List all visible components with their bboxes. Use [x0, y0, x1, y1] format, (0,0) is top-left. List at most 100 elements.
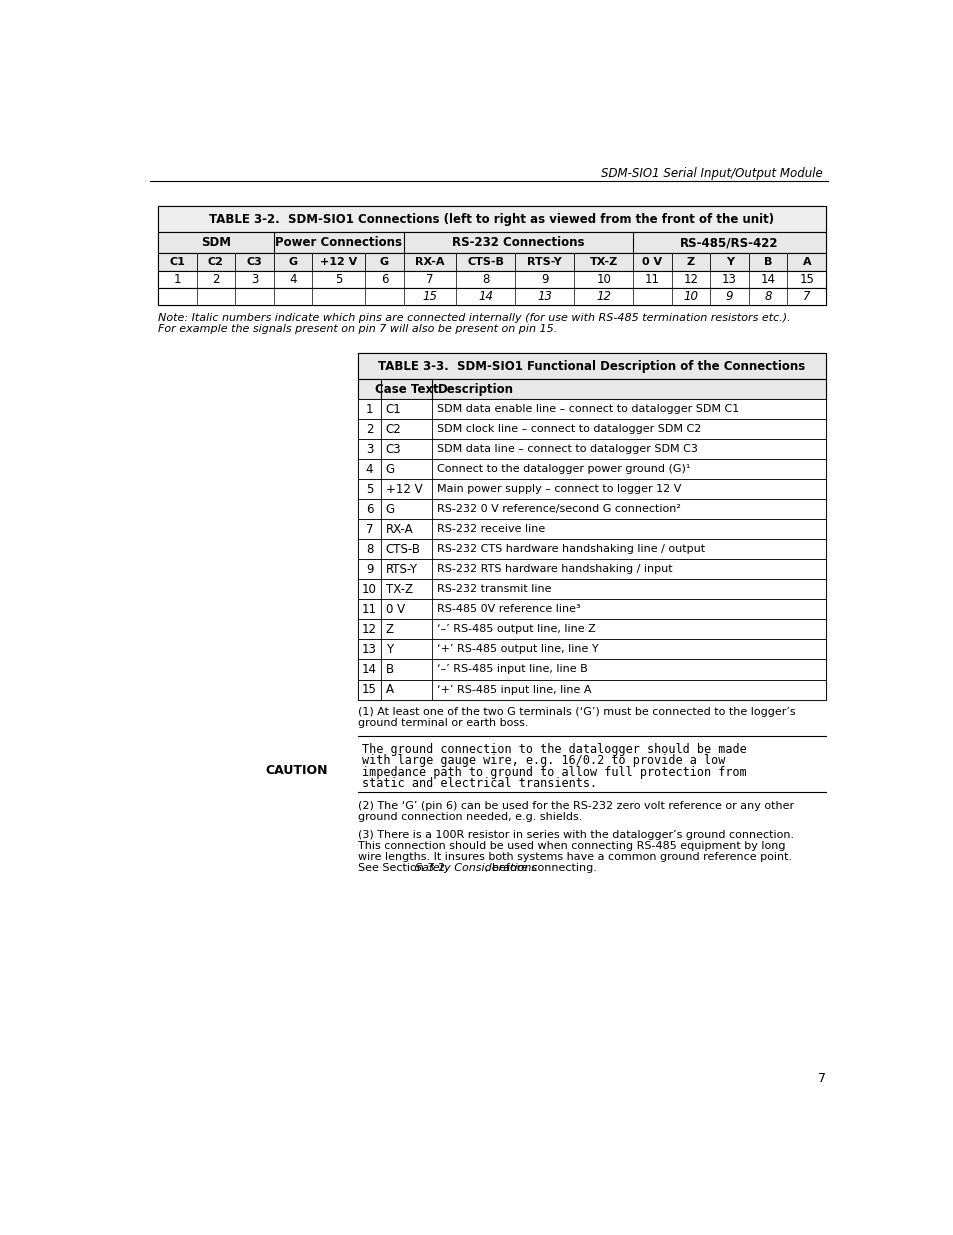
Text: Y: Y [725, 257, 733, 267]
Text: 12: 12 [362, 622, 376, 636]
Bar [357, 419, 825, 440]
Text: 4: 4 [289, 273, 296, 287]
Text: Z: Z [686, 257, 695, 267]
Bar [357, 599, 825, 620]
Bar [357, 459, 825, 479]
Text: RS-232 Connections: RS-232 Connections [452, 236, 584, 249]
Text: Description: Description [437, 383, 514, 395]
Text: 9: 9 [725, 290, 733, 304]
Bar [158, 206, 825, 305]
Text: Note: Italic numbers indicate which pins are connected internally (for use with : Note: Italic numbers indicate which pins… [158, 312, 790, 324]
Text: C1: C1 [385, 403, 401, 416]
Text: C3: C3 [385, 443, 401, 456]
Text: +12 V: +12 V [385, 483, 422, 495]
Text: , before connecting.: , before connecting. [484, 863, 596, 873]
Bar [357, 559, 825, 579]
Text: 14: 14 [760, 273, 775, 287]
Text: 3: 3 [251, 273, 258, 287]
Text: 9: 9 [365, 563, 373, 576]
Bar [357, 640, 825, 659]
Bar [357, 379, 825, 399]
Text: 2: 2 [365, 422, 373, 436]
Text: 14: 14 [478, 290, 493, 304]
Text: (2) The ‘G’ (pin 6) can be used for the RS-232 zero volt reference or any other: (2) The ‘G’ (pin 6) can be used for the … [357, 802, 793, 811]
Text: A: A [385, 683, 394, 697]
Text: 5: 5 [366, 483, 373, 495]
Text: See Section 3.2,: See Section 3.2, [357, 863, 452, 873]
Text: 7: 7 [802, 290, 810, 304]
Text: 15: 15 [362, 683, 376, 697]
Text: 8: 8 [763, 290, 771, 304]
Bar [357, 399, 825, 419]
Bar [357, 479, 825, 499]
Text: Safety Considerations: Safety Considerations [415, 863, 537, 873]
Text: static and electrical transients.: static and electrical transients. [361, 777, 597, 790]
Text: 7: 7 [426, 273, 434, 287]
Text: RTS-Y: RTS-Y [527, 257, 561, 267]
Text: RS-232 receive line: RS-232 receive line [436, 525, 545, 535]
Text: CTS-B: CTS-B [467, 257, 504, 267]
Text: 1: 1 [173, 273, 181, 287]
Text: 9: 9 [540, 273, 548, 287]
Text: ground connection needed, e.g. shields.: ground connection needed, e.g. shields. [357, 811, 581, 823]
Text: TABLE 3-3.  SDM-SIO1 Functional Description of the Connections: TABLE 3-3. SDM-SIO1 Functional Descripti… [378, 359, 804, 373]
Text: RTS-Y: RTS-Y [385, 563, 417, 576]
Text: 8: 8 [481, 273, 489, 287]
Text: RS-232 transmit line: RS-232 transmit line [436, 584, 551, 594]
Text: ‘+’ RS-485 input line, line A: ‘+’ RS-485 input line, line A [436, 684, 591, 694]
Text: SDM: SDM [201, 236, 231, 249]
Text: 13: 13 [537, 290, 552, 304]
Text: G: G [379, 257, 389, 267]
Text: C1: C1 [170, 257, 185, 267]
Text: RS-485/RS-422: RS-485/RS-422 [679, 236, 778, 249]
Text: SDM clock line – connect to datalogger SDM C2: SDM clock line – connect to datalogger S… [436, 425, 700, 435]
Text: ground terminal or earth boss.: ground terminal or earth boss. [357, 718, 528, 727]
Text: with large gauge wire, e.g. 16/0.2 to provide a low: with large gauge wire, e.g. 16/0.2 to pr… [361, 755, 724, 767]
Text: SDM data enable line – connect to datalogger SDM C1: SDM data enable line – connect to datalo… [436, 404, 739, 414]
Text: G: G [385, 463, 395, 475]
Text: ‘+’ RS-485 output line, line Y: ‘+’ RS-485 output line, line Y [436, 645, 598, 655]
Bar [357, 353, 825, 379]
Text: 10: 10 [362, 583, 376, 597]
Text: 8: 8 [366, 543, 373, 556]
Text: C2: C2 [208, 257, 224, 267]
Text: CTS-B: CTS-B [385, 543, 420, 556]
Text: 15: 15 [799, 273, 813, 287]
Bar [158, 272, 825, 288]
Text: RX-A: RX-A [385, 522, 413, 536]
Text: Y: Y [385, 643, 393, 656]
Bar [357, 659, 825, 679]
Text: RS-232 RTS hardware handshaking / input: RS-232 RTS hardware handshaking / input [436, 564, 672, 574]
Text: 10: 10 [682, 290, 698, 304]
Text: ‘–’ RS-485 input line, line B: ‘–’ RS-485 input line, line B [436, 664, 587, 674]
Text: 5: 5 [335, 273, 342, 287]
Text: SDM-SIO1 Serial Input/Output Module: SDM-SIO1 Serial Input/Output Module [600, 168, 822, 180]
Text: Connect to the datalogger power ground (G)¹: Connect to the datalogger power ground (… [436, 464, 690, 474]
Text: 11: 11 [644, 273, 659, 287]
Text: The ground connection to the datalogger should be made: The ground connection to the datalogger … [361, 742, 746, 756]
Bar [357, 520, 825, 540]
Text: impedance path to ground to allow full protection from: impedance path to ground to allow full p… [361, 766, 746, 779]
Bar [357, 353, 825, 699]
Text: CAUTION: CAUTION [265, 764, 327, 777]
Text: 13: 13 [721, 273, 737, 287]
Text: 14: 14 [362, 663, 376, 676]
Text: RX-A: RX-A [415, 257, 444, 267]
Text: 2: 2 [212, 273, 219, 287]
Text: 15: 15 [422, 290, 437, 304]
Text: TX-Z: TX-Z [385, 583, 413, 597]
Text: 13: 13 [362, 643, 376, 656]
Text: (3) There is a 100R resistor in series with the datalogger’s ground connection.: (3) There is a 100R resistor in series w… [357, 830, 793, 841]
Text: 7: 7 [365, 522, 373, 536]
Text: 11: 11 [362, 603, 376, 616]
Text: wire lengths. It insures both systems have a common ground reference point.: wire lengths. It insures both systems ha… [357, 852, 791, 862]
Text: RS-485 0V reference line³: RS-485 0V reference line³ [436, 604, 580, 615]
Text: Z: Z [385, 622, 394, 636]
Text: Power Connections: Power Connections [274, 236, 402, 249]
Text: A: A [801, 257, 810, 267]
Text: +12 V: +12 V [320, 257, 357, 267]
Text: 12: 12 [596, 290, 611, 304]
Text: Case Text: Case Text [375, 383, 437, 395]
Text: 1: 1 [365, 403, 373, 416]
Text: 7: 7 [817, 1072, 825, 1086]
